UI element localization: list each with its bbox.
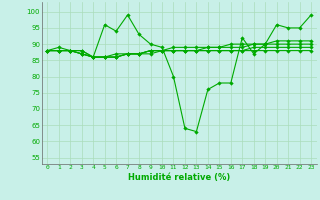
X-axis label: Humidité relative (%): Humidité relative (%) xyxy=(128,173,230,182)
